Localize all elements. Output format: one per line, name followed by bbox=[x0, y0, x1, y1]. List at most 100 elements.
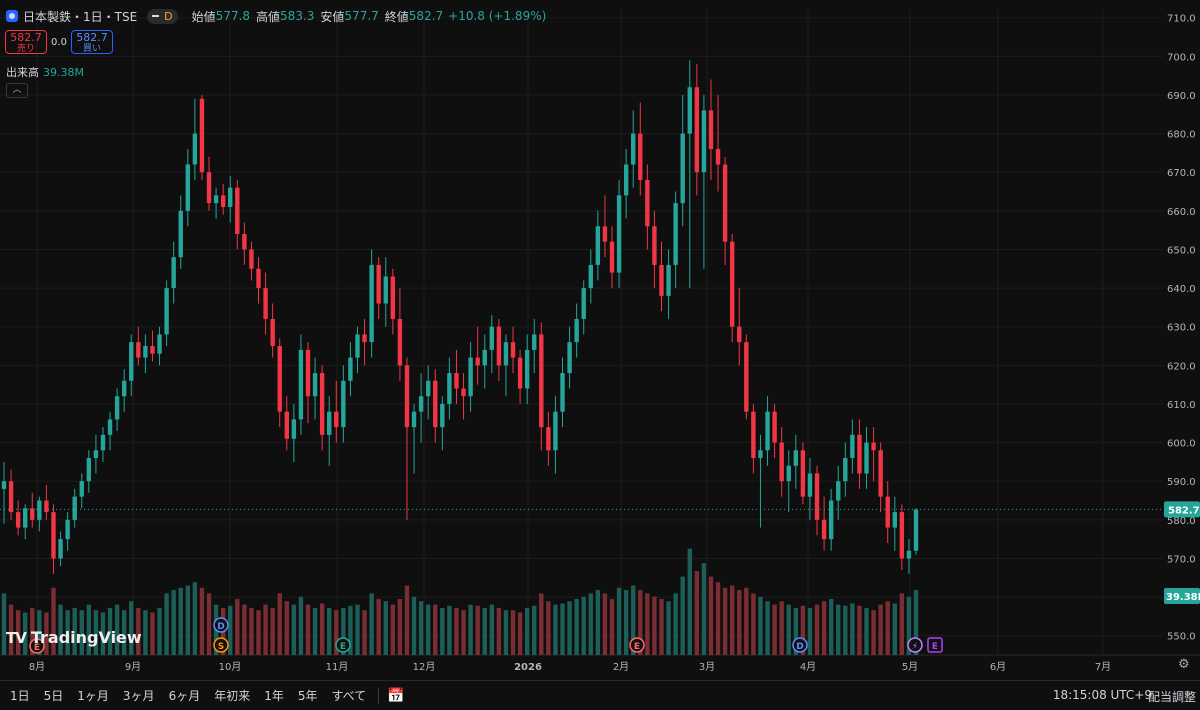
candle-body[interactable] bbox=[517, 357, 523, 389]
candle-body[interactable] bbox=[447, 373, 452, 404]
event-marker[interactable] bbox=[213, 617, 229, 633]
candle-body[interactable] bbox=[659, 264, 664, 296]
candle-body[interactable] bbox=[121, 380, 127, 397]
candle-body[interactable] bbox=[129, 342, 134, 381]
candle-body[interactable] bbox=[772, 411, 777, 443]
settings-gear-icon[interactable]: ⚙ bbox=[1178, 657, 1190, 672]
candle-body[interactable] bbox=[1, 481, 7, 489]
candle-body[interactable] bbox=[687, 87, 692, 134]
candle-body[interactable] bbox=[560, 373, 565, 412]
event-marker[interactable] bbox=[792, 637, 808, 653]
candle-body[interactable] bbox=[828, 500, 834, 540]
candle-body[interactable] bbox=[475, 357, 480, 366]
candle-body[interactable] bbox=[461, 388, 466, 397]
candle-body[interactable] bbox=[906, 550, 912, 559]
candle-body[interactable] bbox=[369, 264, 374, 343]
range-5y[interactable]: 5年 bbox=[297, 689, 318, 703]
candle-body[interactable] bbox=[136, 342, 141, 358]
candle-body[interactable] bbox=[800, 450, 806, 497]
candle-body[interactable] bbox=[362, 334, 367, 343]
buy-button[interactable]: 582.7 買い bbox=[71, 30, 113, 54]
volume-legend[interactable]: 出来高 39.38M bbox=[6, 66, 84, 79]
candle-body[interactable] bbox=[312, 373, 318, 397]
candle-body[interactable] bbox=[411, 411, 417, 428]
event-marker[interactable] bbox=[629, 637, 645, 653]
candle-body[interactable] bbox=[857, 434, 862, 474]
candle-body[interactable] bbox=[284, 411, 289, 439]
candle-body[interactable] bbox=[263, 288, 268, 319]
candle-body[interactable] bbox=[793, 450, 799, 466]
candle-body[interactable] bbox=[418, 396, 424, 412]
candle-body[interactable] bbox=[433, 380, 438, 428]
candle-body[interactable] bbox=[30, 508, 35, 520]
candle-body[interactable] bbox=[79, 481, 84, 497]
candle-body[interactable] bbox=[355, 334, 360, 358]
candle-body[interactable] bbox=[256, 268, 261, 289]
candle-body[interactable] bbox=[645, 179, 650, 227]
candle-body[interactable] bbox=[503, 342, 509, 366]
candle-body[interactable] bbox=[157, 334, 162, 354]
candle-body[interactable] bbox=[143, 346, 148, 358]
candle-body[interactable] bbox=[185, 164, 191, 211]
candle-body[interactable] bbox=[178, 210, 183, 258]
candle-body[interactable] bbox=[327, 411, 332, 435]
candle-body[interactable] bbox=[546, 427, 551, 451]
event-marker[interactable] bbox=[29, 638, 45, 654]
candle-body[interactable] bbox=[609, 241, 615, 273]
candle-body[interactable] bbox=[864, 442, 869, 474]
candle-body[interactable] bbox=[616, 195, 622, 273]
candle-body[interactable] bbox=[291, 419, 297, 439]
clock[interactable]: 18:15:08 UTC+9 bbox=[1052, 688, 1152, 702]
candle-body[interactable] bbox=[72, 496, 77, 520]
candle-body[interactable] bbox=[65, 519, 70, 540]
candle-body[interactable] bbox=[652, 226, 657, 265]
event-marker[interactable] bbox=[335, 637, 351, 653]
collapse-legend-button[interactable]: ︿ bbox=[6, 83, 28, 98]
candle-body[interactable] bbox=[715, 149, 721, 165]
range-1m[interactable]: 1ヶ月 bbox=[77, 689, 109, 703]
candle-body[interactable] bbox=[348, 357, 353, 381]
candle-body[interactable] bbox=[440, 403, 445, 428]
candle-body[interactable] bbox=[850, 434, 855, 459]
candle-body[interactable] bbox=[334, 411, 339, 428]
candle-body[interactable] bbox=[397, 318, 403, 366]
event-marker[interactable] bbox=[927, 637, 943, 653]
candle-body[interactable] bbox=[694, 87, 700, 173]
candle-body[interactable] bbox=[708, 110, 714, 150]
candle-body[interactable] bbox=[581, 288, 586, 319]
candle-body[interactable] bbox=[58, 539, 63, 559]
candle-body[interactable] bbox=[171, 257, 176, 289]
candle-body[interactable] bbox=[383, 276, 388, 304]
range-ytd[interactable]: 年初来 bbox=[214, 689, 251, 703]
symbol-title[interactable]: 日本製鉄・1日・TSE bbox=[23, 9, 138, 24]
candle-body[interactable] bbox=[277, 346, 282, 412]
candle-body[interactable] bbox=[758, 450, 763, 459]
candle-body[interactable] bbox=[150, 346, 155, 354]
candle-body[interactable] bbox=[786, 465, 791, 482]
market-status-badge[interactable]: D bbox=[147, 8, 178, 24]
candle-body[interactable] bbox=[913, 509, 919, 551]
calendar-icon[interactable]: 📅 bbox=[387, 687, 405, 704]
candle-body[interactable] bbox=[213, 195, 219, 204]
candle-body[interactable] bbox=[468, 357, 473, 397]
range-all[interactable]: すべて bbox=[331, 689, 367, 703]
event-marker[interactable] bbox=[907, 637, 923, 653]
candle-body[interactable] bbox=[93, 450, 99, 459]
candle-body[interactable] bbox=[751, 411, 756, 459]
candle-body[interactable] bbox=[86, 458, 92, 482]
candle-body[interactable] bbox=[482, 349, 487, 366]
candle-body[interactable] bbox=[404, 365, 410, 428]
candle-body[interactable] bbox=[871, 442, 876, 451]
candle-body[interactable] bbox=[539, 334, 544, 428]
candle-body[interactable] bbox=[454, 373, 459, 389]
range-1d[interactable]: 1日 bbox=[10, 689, 30, 703]
candle-body[interactable] bbox=[390, 276, 396, 319]
candle-body[interactable] bbox=[807, 473, 813, 497]
candle-body[interactable] bbox=[836, 481, 841, 501]
candle-body[interactable] bbox=[15, 512, 21, 528]
dividend-adjust-toggle[interactable]: 配当調整 bbox=[1147, 690, 1196, 704]
candle-body[interactable] bbox=[249, 249, 254, 269]
range-5d[interactable]: 5日 bbox=[43, 689, 64, 703]
candle-body[interactable] bbox=[701, 110, 707, 173]
candle-body[interactable] bbox=[496, 326, 502, 366]
